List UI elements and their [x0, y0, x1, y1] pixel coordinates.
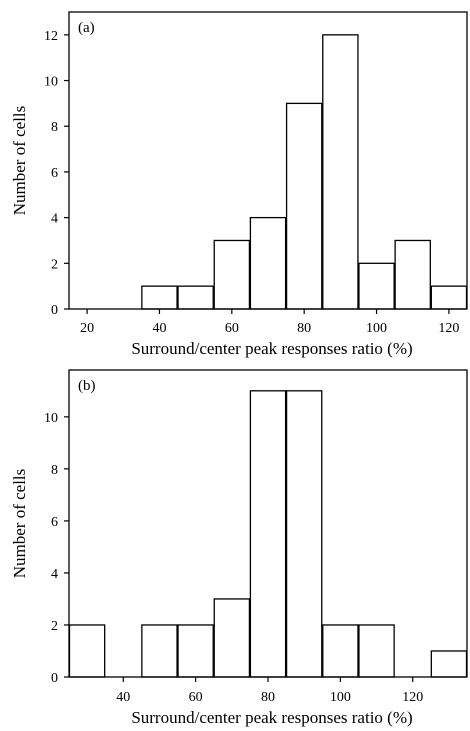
panel-label: (b): [78, 378, 96, 394]
y-tick-label: 8: [51, 120, 58, 135]
histogram-bar: [285, 390, 323, 678]
x-tick-label: 100: [330, 690, 351, 705]
y-tick-label: 12: [44, 29, 58, 44]
x-tick-label: 20: [80, 321, 94, 336]
histogram-bar: [285, 102, 323, 310]
y-tick-label: 10: [44, 411, 58, 426]
x-tick-label: 80: [261, 690, 275, 705]
y-tick-label: 0: [51, 671, 58, 686]
y-tick-label: 4: [51, 212, 58, 227]
y-tick-label: 6: [51, 166, 58, 181]
x-tick-label: 120: [402, 690, 423, 705]
x-tick-label: 60: [189, 690, 203, 705]
plot-frame: [68, 11, 468, 310]
y-tick-label: 2: [51, 619, 58, 634]
histogram-bar: [249, 390, 287, 678]
panel-label: (a): [78, 20, 95, 36]
x-axis-label: Surround/center peak responses ratio (%): [131, 708, 412, 727]
histogram-bar: [249, 216, 287, 310]
histogram-bar: [177, 285, 214, 310]
y-axis-label: Number of cells: [10, 469, 29, 579]
x-tick-label: 40: [152, 321, 166, 336]
y-tick-label: 8: [51, 463, 58, 478]
y-tick-label: 2: [51, 257, 58, 272]
histogram-panel-b: 40 60 80 100 120 0 2 4 6 8 10 (b) Surround/center pe…: [10, 369, 468, 727]
histogram-panel-a: 20 40 60 80 100 120 0 2 4 6 8 10 12 (a) Surround/cente…: [10, 11, 468, 358]
y-tick-label: 0: [51, 303, 58, 318]
histogram-bar: [322, 34, 359, 310]
y-tick-label: 4: [51, 567, 58, 582]
histogram-bar: [141, 624, 178, 678]
x-tick-label: 100: [366, 321, 387, 336]
histogram-bar: [358, 624, 395, 678]
histogram-bar: [358, 262, 395, 310]
histogram-bar: [213, 598, 251, 678]
y-tick-label: 6: [51, 515, 58, 530]
histogram-bar: [430, 650, 468, 678]
histogram-bar: [213, 239, 251, 310]
x-tick-label: 120: [438, 321, 459, 336]
x-axis-label: Surround/center peak responses ratio (%): [131, 339, 412, 358]
x-tick-label: 40: [116, 690, 130, 705]
x-tick-label: 80: [297, 321, 311, 336]
histogram-bar: [177, 624, 214, 678]
y-axis-label: Number of cells: [10, 106, 29, 216]
y-tick-label: 10: [44, 75, 58, 90]
histogram-bar: [141, 285, 178, 310]
x-tick-label: 60: [225, 321, 239, 336]
histogram-bar: [68, 624, 106, 678]
histogram-bar: [394, 239, 431, 310]
histogram-bar: [430, 285, 468, 310]
histogram-bar: [322, 624, 359, 678]
